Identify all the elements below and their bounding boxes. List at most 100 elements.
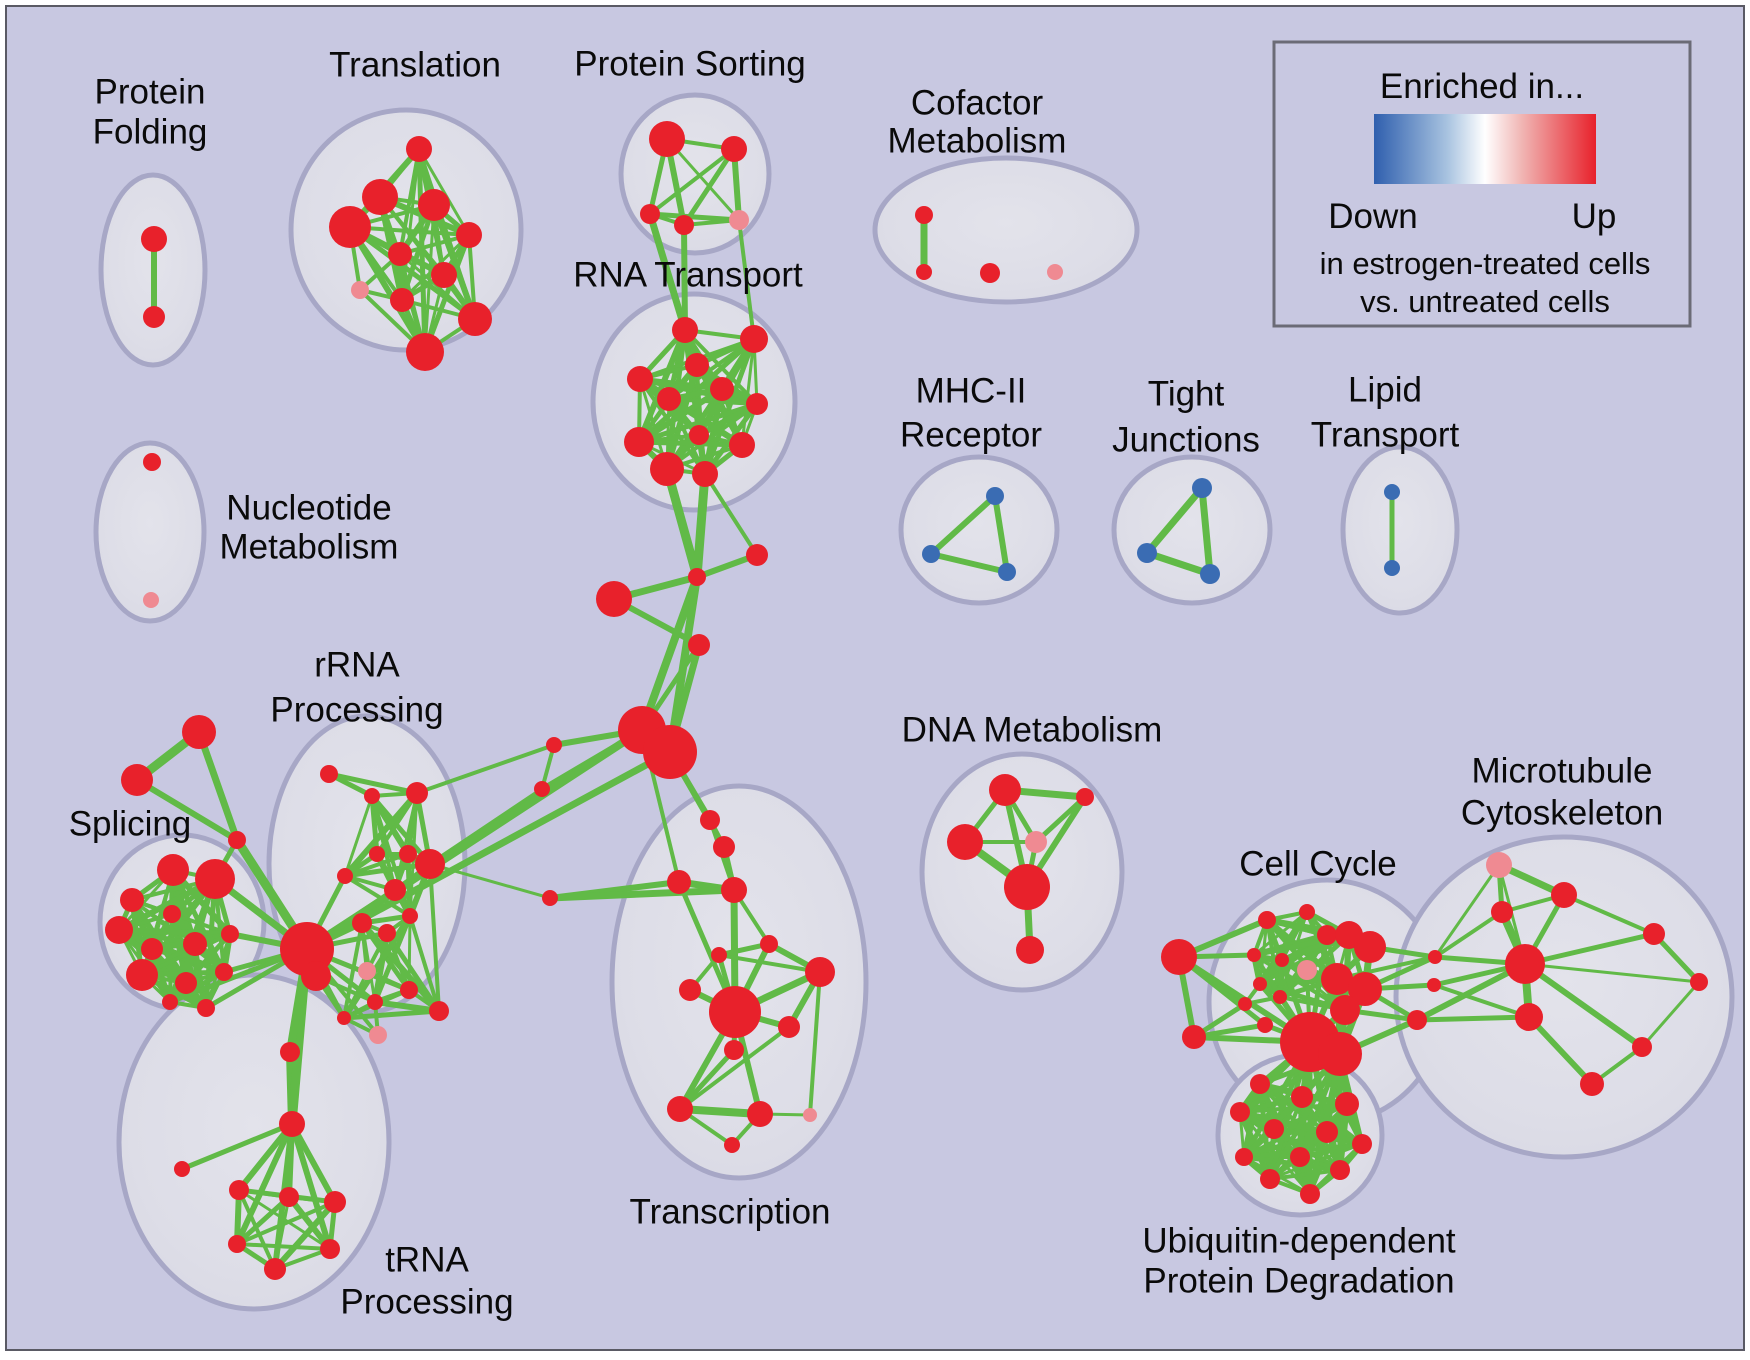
gene-set-node-up: [688, 568, 706, 586]
gene-set-node-up: [1330, 995, 1360, 1025]
gene-set-node-up: [456, 222, 482, 248]
gene-set-node-up: [667, 1096, 693, 1122]
gene-set-node-up: [197, 999, 215, 1017]
gene-set-node-up_weak: [143, 592, 159, 608]
gene-set-node-up: [400, 981, 418, 999]
gene-set-node-up: [324, 1191, 346, 1213]
network-edge: [928, 551, 1010, 575]
network-edge: [1267, 1051, 1343, 1182]
gene-set-node-up: [105, 916, 133, 944]
network-edge: [428, 862, 441, 1013]
network-edge: [428, 787, 544, 866]
gene-set-node-up: [279, 1187, 299, 1207]
network-edge: [740, 337, 756, 447]
cluster-label-sorting: Protein Sorting: [574, 45, 806, 84]
cluster-ellipse-tight: [1111, 454, 1273, 606]
network-edge: [928, 493, 998, 557]
network-edge: [662, 464, 702, 582]
network-edge: [286, 1194, 333, 1252]
network-edge: [681, 222, 688, 333]
gene-set-node-up: [162, 994, 178, 1010]
gene-set-node-up: [1427, 978, 1441, 992]
network-edge: [1414, 961, 1528, 1023]
gene-set-node-up: [1318, 1032, 1362, 1076]
gene-set-node-up_weak: [803, 1108, 817, 1122]
gene-set-node-up: [711, 947, 727, 963]
gene-set-node-up: [1161, 939, 1197, 975]
legend-caption-line1: in estrogen-treated cells: [1320, 246, 1651, 281]
gene-set-node-down: [1192, 478, 1212, 498]
gene-set-node-up: [429, 1001, 449, 1021]
gene-set-node-up_weak: [358, 962, 376, 980]
cluster-label-ubiquitin: Ubiquitin-dependent: [1142, 1222, 1456, 1261]
network-edge: [140, 932, 232, 977]
gene-set-node-up: [1316, 1121, 1338, 1143]
gene-set-node-up: [688, 634, 710, 656]
gene-set-node-up: [362, 179, 398, 215]
gene-set-node-up: [1257, 1017, 1273, 1033]
network-node-layer: [105, 121, 1708, 1280]
gene-set-node-up_weak: [729, 210, 749, 230]
cluster-label-rrna: rRNA: [314, 646, 400, 685]
gene-set-node-up: [143, 453, 161, 471]
network-edge: [347, 224, 478, 322]
network-edge: [407, 914, 412, 992]
gene-set-node-up: [121, 764, 153, 796]
gene-set-node-up: [1016, 936, 1044, 964]
cluster-ellipse-sorting: [618, 92, 772, 256]
gene-set-node-up: [721, 877, 747, 903]
gene-set-node-up: [1235, 1148, 1253, 1166]
gene-set-node-up: [1275, 953, 1289, 967]
gene-set-node-up: [1182, 1025, 1206, 1049]
gene-set-node-up: [390, 288, 414, 312]
network-edge: [234, 1121, 295, 1247]
gene-set-node-up: [399, 845, 417, 863]
gene-set-node-up: [337, 1011, 351, 1025]
cluster-label-rrna: Processing: [270, 691, 443, 730]
cluster-label-ubiquitin: Protein Degradation: [1143, 1262, 1454, 1301]
network-edge: [195, 728, 241, 844]
gene-set-node-up: [1317, 925, 1337, 945]
cluster-label-lipid: Transport: [1311, 416, 1460, 455]
gene-set-node-up: [740, 325, 768, 353]
gene-set-node-up_weak: [1486, 852, 1512, 878]
cluster-label-trna: Processing: [340, 1283, 513, 1322]
gene-set-node-up: [1290, 1147, 1310, 1167]
cluster-label-protein_folding: Protein: [95, 73, 206, 112]
gene-set-node-up: [182, 715, 216, 749]
cluster-ellipse-microtubule: [1393, 834, 1735, 1160]
network-edge: [343, 874, 412, 918]
gene-set-node-up: [1264, 1119, 1284, 1139]
gene-set-node-up: [195, 859, 235, 899]
gene-set-node-up: [1580, 1072, 1604, 1096]
gene-set-node-up: [352, 913, 372, 933]
gene-set-node-up: [163, 905, 181, 923]
gene-set-node-up_weak: [1297, 960, 1317, 980]
gene-set-node-up: [279, 1111, 305, 1137]
network-edge: [1433, 863, 1501, 959]
network-edge: [1640, 980, 1701, 1049]
gene-set-node-up: [406, 136, 432, 162]
gene-set-node-up: [384, 879, 406, 901]
cluster-label-cofactor: Cofactor: [911, 84, 1044, 123]
gene-set-node-up: [221, 925, 239, 943]
network-edge: [1198, 484, 1214, 578]
gene-set-node-up: [674, 215, 694, 235]
gene-set-node-up: [228, 1235, 246, 1253]
gene-set-node-up: [406, 782, 428, 804]
network-edge: [692, 469, 710, 582]
network-edge: [717, 953, 822, 974]
gene-set-node-up: [1230, 1102, 1250, 1122]
network-edge: [343, 794, 374, 878]
network-edge: [347, 224, 428, 355]
cluster-label-dna: DNA Metabolism: [902, 711, 1163, 750]
gene-set-node-up: [1491, 901, 1513, 923]
network-edge: [992, 493, 1010, 575]
gene-set-node-down: [986, 487, 1004, 505]
gene-set-node-up: [650, 452, 684, 486]
cluster-label-splicing: Splicing: [69, 805, 192, 844]
gene-set-node-up: [721, 136, 747, 162]
cluster-ellipse-nucleotide: [93, 440, 207, 624]
gene-set-node-up: [1348, 972, 1382, 1006]
